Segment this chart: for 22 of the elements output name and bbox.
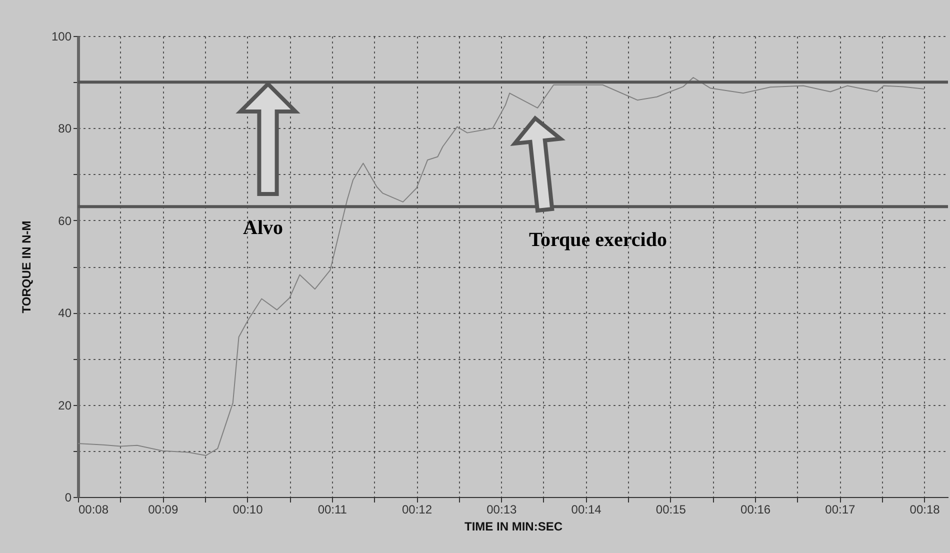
annotation: Torque exercido bbox=[529, 229, 667, 251]
x-tick-label: 00:15 bbox=[656, 502, 686, 516]
x-tick-label: 00:09 bbox=[148, 502, 178, 516]
y-tick-label: 0 bbox=[64, 490, 72, 504]
x-tick-label: 00:08 bbox=[78, 502, 109, 516]
x-tick-label: 00:17 bbox=[825, 502, 856, 516]
x-tick-label: 00:14 bbox=[571, 502, 602, 516]
x-tick-label: 00:12 bbox=[402, 502, 432, 516]
x-tick-label: 00:11 bbox=[318, 502, 348, 516]
x-tick-label: 00:13 bbox=[486, 502, 517, 516]
y-axis-title: TORQUE IN N-M bbox=[19, 220, 34, 314]
x-tick-label: 00:16 bbox=[740, 502, 771, 516]
y-tick-label: 60 bbox=[58, 214, 72, 228]
y-tick-label: 40 bbox=[58, 306, 72, 320]
y-tick-label: 100 bbox=[51, 30, 72, 44]
y-tick-label: 80 bbox=[58, 122, 72, 136]
x-axis-title: TIME IN MIN:SEC bbox=[464, 520, 563, 534]
line-series bbox=[78, 76, 925, 456]
x-tick-label: 00:10 bbox=[232, 502, 264, 516]
x-tick-label: 00:18 bbox=[910, 502, 940, 516]
y-tick-label: 20 bbox=[58, 398, 72, 412]
annotation: Alvo bbox=[243, 217, 283, 239]
